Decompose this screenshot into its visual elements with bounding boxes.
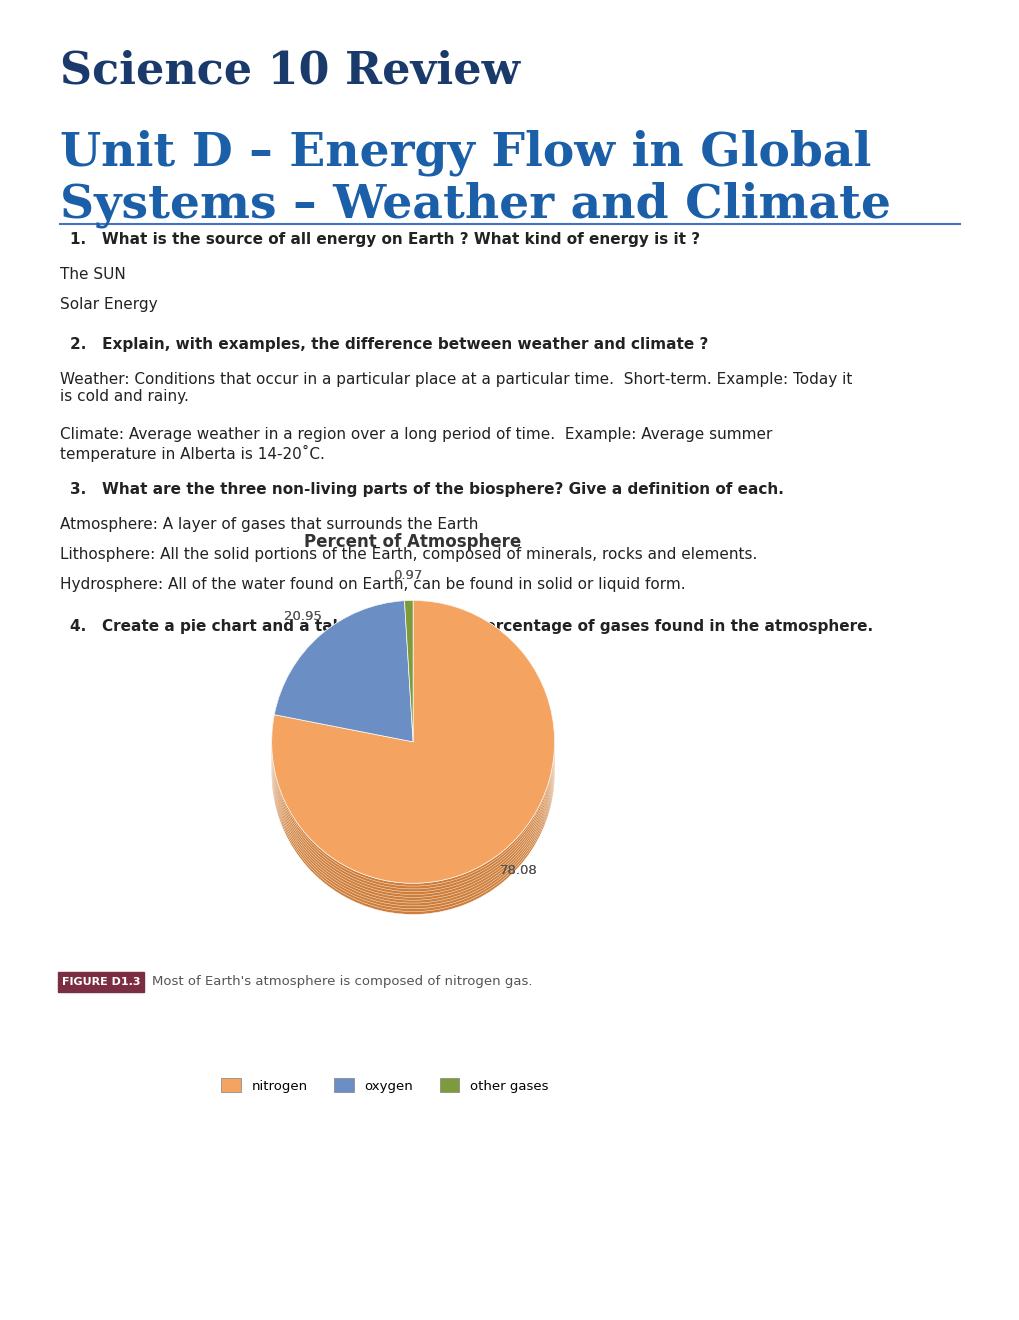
Wedge shape <box>274 623 413 764</box>
Wedge shape <box>274 612 413 754</box>
Wedge shape <box>405 631 413 774</box>
Text: 3.   What are the three non-living parts of the biosphere? Give a definition of : 3. What are the three non-living parts o… <box>70 482 784 498</box>
Text: Solar Energy: Solar Energy <box>60 297 158 312</box>
Wedge shape <box>271 603 554 886</box>
Wedge shape <box>274 601 413 742</box>
Wedge shape <box>271 626 554 908</box>
Title: Percent of Atmosphere: Percent of Atmosphere <box>305 533 521 550</box>
Text: 20.95: 20.95 <box>284 610 322 623</box>
Wedge shape <box>271 601 554 883</box>
Text: 2.   Explain, with examples, the difference between weather and climate ?: 2. Explain, with examples, the differenc… <box>70 337 707 352</box>
Wedge shape <box>274 626 413 767</box>
Wedge shape <box>271 620 554 903</box>
Wedge shape <box>271 631 554 915</box>
Wedge shape <box>405 609 413 750</box>
Wedge shape <box>405 618 413 759</box>
Text: 78.08: 78.08 <box>499 865 537 878</box>
Wedge shape <box>271 615 554 898</box>
Wedge shape <box>274 632 413 774</box>
Legend: nitrogen, oxygen, other gases: nitrogen, oxygen, other gases <box>216 1073 553 1098</box>
Wedge shape <box>405 606 413 747</box>
Wedge shape <box>405 628 413 770</box>
Wedge shape <box>271 611 554 895</box>
Text: 0.97: 0.97 <box>393 569 422 582</box>
Wedge shape <box>271 601 554 883</box>
Wedge shape <box>274 628 413 770</box>
Wedge shape <box>274 615 413 756</box>
Wedge shape <box>405 603 413 744</box>
Text: Weather: Conditions that occur in a particular place at a particular time.  Shor: Weather: Conditions that occur in a part… <box>60 372 852 404</box>
Text: 0.97: 0.97 <box>393 569 422 582</box>
Wedge shape <box>274 609 413 750</box>
Wedge shape <box>274 601 413 742</box>
Text: The SUN: The SUN <box>60 267 125 282</box>
Wedge shape <box>405 623 413 764</box>
Wedge shape <box>405 601 413 742</box>
Text: Systems – Weather and Climate: Systems – Weather and Climate <box>60 182 891 228</box>
Wedge shape <box>271 609 554 892</box>
Text: Unit D – Energy Flow in Global: Unit D – Energy Flow in Global <box>60 129 870 177</box>
Text: FIGURE D1.3: FIGURE D1.3 <box>62 977 141 987</box>
Wedge shape <box>271 606 554 888</box>
Wedge shape <box>274 601 413 742</box>
Wedge shape <box>405 601 413 742</box>
Text: 4.   Create a pie chart and a table showing the percentage of gases found in the: 4. Create a pie chart and a table showin… <box>70 619 872 634</box>
Text: Most of Earth's atmosphere is composed of nitrogen gas.: Most of Earth's atmosphere is composed o… <box>152 975 532 989</box>
Wedge shape <box>405 626 413 767</box>
Text: Climate: Average weather in a region over a long period of time.  Example: Avera: Climate: Average weather in a region ove… <box>60 426 771 462</box>
FancyBboxPatch shape <box>58 972 144 993</box>
Wedge shape <box>274 603 413 744</box>
Wedge shape <box>271 618 554 900</box>
Text: Lithosphere: All the solid portions of the Earth, composed of minerals, rocks an: Lithosphere: All the solid portions of t… <box>60 546 757 562</box>
Text: 78.08: 78.08 <box>499 865 537 878</box>
Wedge shape <box>274 620 413 762</box>
Text: Atmosphere: A layer of gases that surrounds the Earth: Atmosphere: A layer of gases that surrou… <box>60 517 478 532</box>
Text: 1.   What is the source of all energy on Earth ? What kind of energy is it ?: 1. What is the source of all energy on E… <box>70 232 699 247</box>
Text: 20.95: 20.95 <box>284 610 322 623</box>
Wedge shape <box>405 615 413 756</box>
Wedge shape <box>405 601 413 742</box>
Text: Science 10 Review: Science 10 Review <box>60 50 520 92</box>
Wedge shape <box>405 620 413 762</box>
Wedge shape <box>271 628 554 912</box>
Wedge shape <box>274 606 413 747</box>
Wedge shape <box>271 623 554 906</box>
Wedge shape <box>405 611 413 754</box>
Text: Hydrosphere: All of the water found on Earth, can be found in solid or liquid fo: Hydrosphere: All of the water found on E… <box>60 577 685 591</box>
Wedge shape <box>274 618 413 759</box>
Wedge shape <box>271 601 554 883</box>
